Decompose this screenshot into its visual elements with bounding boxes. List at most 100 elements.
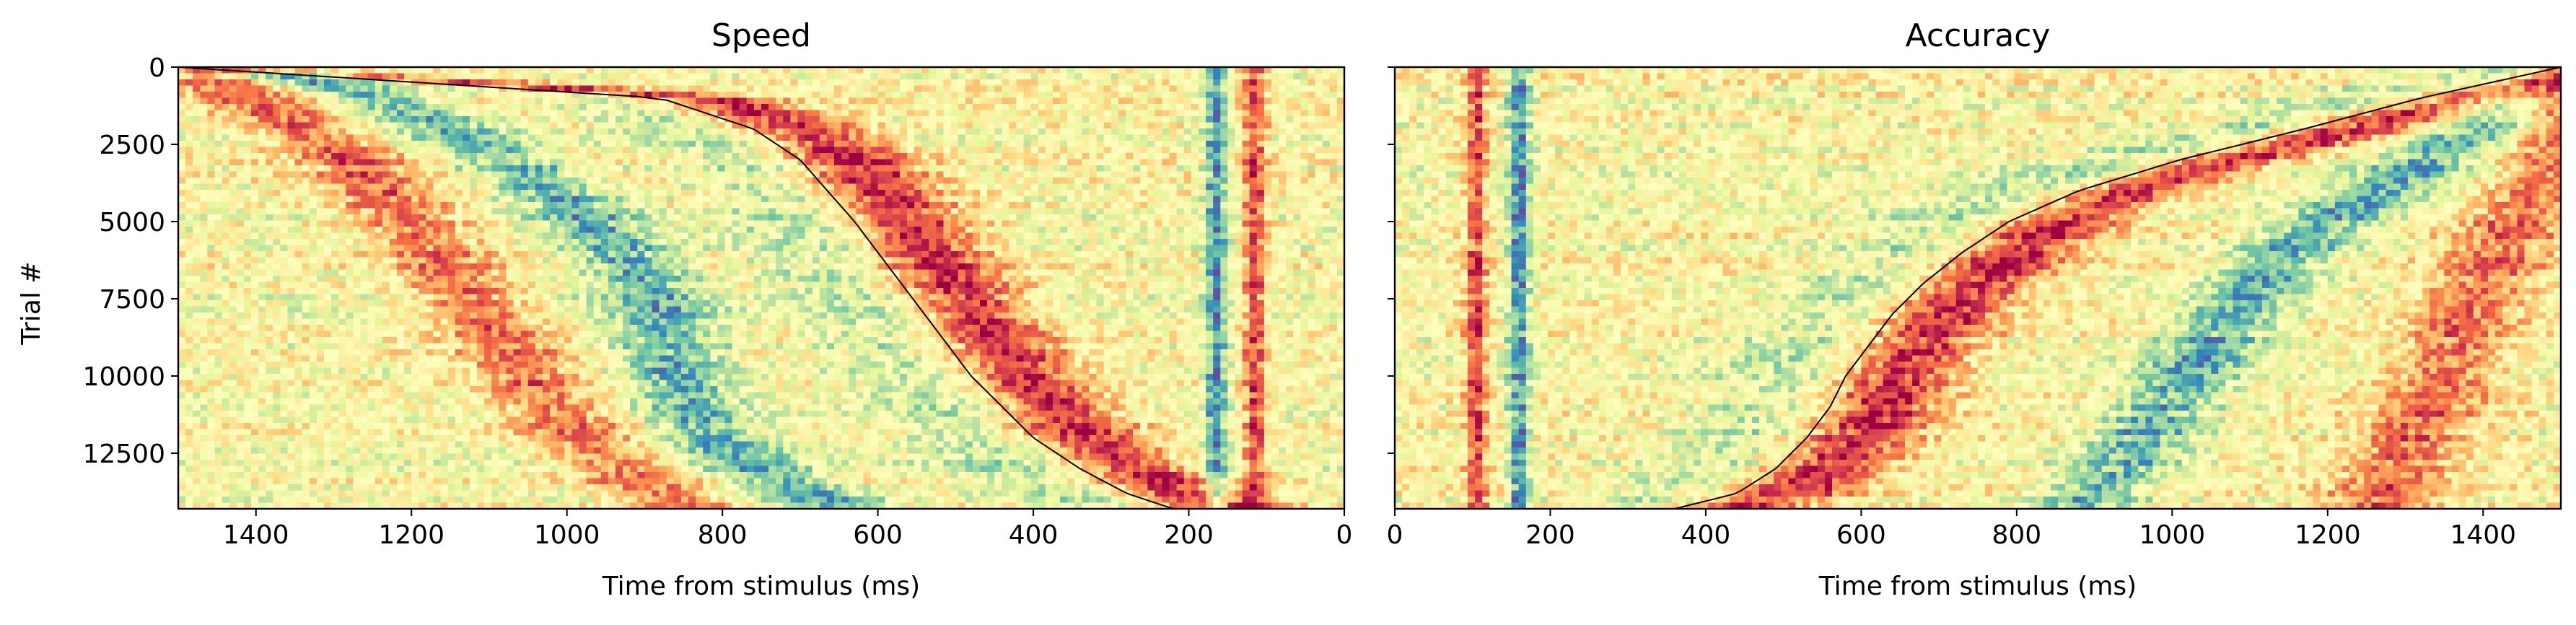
heatmap-cell xyxy=(513,214,522,222)
heatmap-cell xyxy=(768,183,776,191)
heatmap-cell xyxy=(688,97,696,105)
heatmap-cell xyxy=(499,141,507,148)
heatmap-cell xyxy=(958,196,966,203)
heatmap-cell xyxy=(856,214,864,222)
heatmap-cell xyxy=(834,202,842,209)
heatmap-cell xyxy=(1045,159,1053,166)
heatmap-cell xyxy=(1140,183,1148,191)
heatmap-cell xyxy=(280,183,289,191)
heatmap-cell xyxy=(316,79,325,87)
heatmap-cell xyxy=(287,79,296,87)
heatmap-cell xyxy=(258,116,266,123)
heatmap-cell xyxy=(309,85,317,92)
heatmap-cell xyxy=(1336,147,1345,154)
heatmap-cell xyxy=(1249,245,1258,252)
heatmap-cell xyxy=(600,202,609,209)
heatmap-cell xyxy=(477,196,485,203)
heatmap-cell xyxy=(688,214,696,222)
heatmap-cell xyxy=(761,67,769,74)
heatmap-cell xyxy=(419,134,426,141)
heatmap-cell xyxy=(287,239,296,246)
heatmap-cell xyxy=(652,214,660,222)
heatmap-cell xyxy=(1016,251,1025,258)
heatmap-cell xyxy=(615,79,623,87)
heatmap-cell xyxy=(1023,134,1032,141)
heatmap-cell xyxy=(564,239,572,246)
heatmap-cell xyxy=(776,220,784,227)
heatmap-cell xyxy=(608,232,616,240)
heatmap-cell xyxy=(739,171,748,178)
heatmap-cell xyxy=(1162,159,1170,166)
heatmap-cell xyxy=(710,159,718,166)
heatmap-cell xyxy=(1183,153,1192,160)
heatmap-cell xyxy=(666,67,675,74)
heatmap-cell xyxy=(1140,214,1148,222)
heatmap-cell xyxy=(1074,227,1082,234)
heatmap-cell xyxy=(1060,153,1068,160)
heatmap-cell xyxy=(419,122,426,129)
heatmap-cell xyxy=(1126,171,1134,178)
heatmap-cell xyxy=(797,245,806,252)
heatmap-cell xyxy=(1176,67,1185,74)
heatmap-cell xyxy=(273,171,281,178)
heatmap-cell xyxy=(258,134,266,141)
heatmap-cell xyxy=(652,190,660,197)
heatmap-cell xyxy=(994,239,1002,246)
heatmap-cell xyxy=(1147,159,1155,166)
heatmap-cell xyxy=(987,239,995,246)
heatmap-cell xyxy=(1191,190,1199,197)
heatmap-cell xyxy=(302,220,310,227)
heatmap-cell xyxy=(805,159,813,166)
heatmap-cell xyxy=(753,67,762,74)
speed-heatmap xyxy=(178,67,1345,510)
heatmap-cell xyxy=(294,196,303,203)
heatmap-cell xyxy=(1286,122,1294,129)
heatmap-cell xyxy=(185,159,193,166)
heatmap-cell xyxy=(586,153,595,160)
heatmap-cell xyxy=(374,67,383,74)
heatmap-cell xyxy=(1140,134,1148,141)
heatmap-cell xyxy=(382,67,390,74)
heatmap-cell xyxy=(921,208,929,215)
heatmap-cell xyxy=(1206,202,1214,209)
heatmap-cell xyxy=(527,171,536,178)
heatmap-cell xyxy=(243,122,252,129)
heatmap-cell xyxy=(222,183,230,191)
heatmap-cell xyxy=(659,190,667,197)
heatmap-cell xyxy=(877,110,886,117)
heatmap-cell xyxy=(294,67,303,74)
heatmap-cell xyxy=(630,73,638,80)
heatmap-cell xyxy=(659,104,667,111)
heatmap-cell xyxy=(484,67,492,74)
heatmap-cell xyxy=(346,190,354,197)
heatmap-cell xyxy=(1133,159,1141,166)
heatmap-cell xyxy=(1118,104,1126,111)
heatmap-cell xyxy=(907,92,915,99)
heatmap-cell xyxy=(1082,251,1090,258)
heatmap-cell xyxy=(506,171,514,178)
heatmap-cell xyxy=(1300,134,1309,141)
heatmap-cell xyxy=(965,134,973,141)
heatmap-cell xyxy=(783,122,791,129)
heatmap-cell xyxy=(1183,232,1192,240)
heatmap-cell xyxy=(229,214,237,222)
heatmap-cell xyxy=(1089,183,1098,191)
heatmap-cell xyxy=(849,239,857,246)
heatmap-cell xyxy=(470,116,478,123)
heatmap-cell xyxy=(236,196,245,203)
heatmap-cell xyxy=(1133,67,1141,74)
heatmap-cell xyxy=(1249,232,1258,240)
heatmap-cell xyxy=(608,141,616,148)
heatmap-cell xyxy=(353,245,362,252)
heatmap-cell xyxy=(965,171,973,178)
heatmap-cell xyxy=(761,165,769,172)
heatmap-cell xyxy=(506,104,514,111)
heatmap-cell xyxy=(1322,97,1331,105)
heatmap-cell xyxy=(1067,104,1075,111)
heatmap-cell xyxy=(1271,165,1279,172)
heatmap-cell xyxy=(251,220,259,227)
heatmap-cell xyxy=(980,245,988,252)
heatmap-cell xyxy=(724,147,733,154)
heatmap-cell xyxy=(214,214,223,222)
heatmap-cell xyxy=(929,73,937,80)
